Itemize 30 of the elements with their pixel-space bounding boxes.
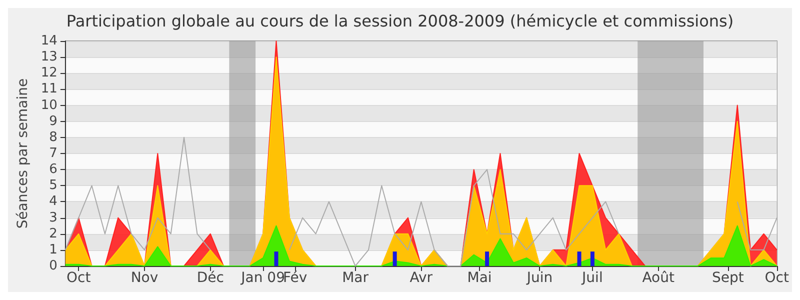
y-tick-label: 13 [40,50,58,65]
y-axis-title: Séances par semaine [15,78,31,229]
y-tick-label: 2 [49,226,58,242]
y-tick-label: 11 [40,82,58,97]
y-tick-label: 10 [40,98,58,113]
chart-title: Participation globale au cours de la session 2008-2009 (hémicycle et commissions) [66,12,734,30]
y-tick-label: 4 [49,194,58,210]
y-tick-label: 5 [49,178,58,194]
x-tick-label: Nov [130,270,158,286]
y-tick-label: 1 [49,242,58,258]
y-tick-label: 12 [40,66,58,81]
x-tick-label: Oct [66,270,92,286]
y-tick-label: 6 [49,162,58,178]
x-tick-label: Avr [410,270,433,286]
y-tick-label: 3 [49,210,58,226]
x-tick-label: Mar [342,270,369,286]
x-tick-label: Mai [467,270,492,286]
y-tick-label: 8 [49,130,58,145]
y-tick-label: 0 [49,258,58,274]
y-tick-label: 14 [40,34,58,48]
x-tick-label: Déc [196,270,224,286]
x-tick-label: Juil [581,270,603,286]
x-tick-label: Août [642,270,675,286]
x-tick-label: Fév [282,270,308,286]
y-tick-label: 9 [49,114,58,129]
x-tick-label: Oct [764,270,790,286]
x-tick-label: Sept [712,270,744,286]
x-tick-label: Jan 09 [240,270,285,286]
x-tick-label: Juin [526,270,553,286]
y-tick-label: 7 [49,146,58,161]
